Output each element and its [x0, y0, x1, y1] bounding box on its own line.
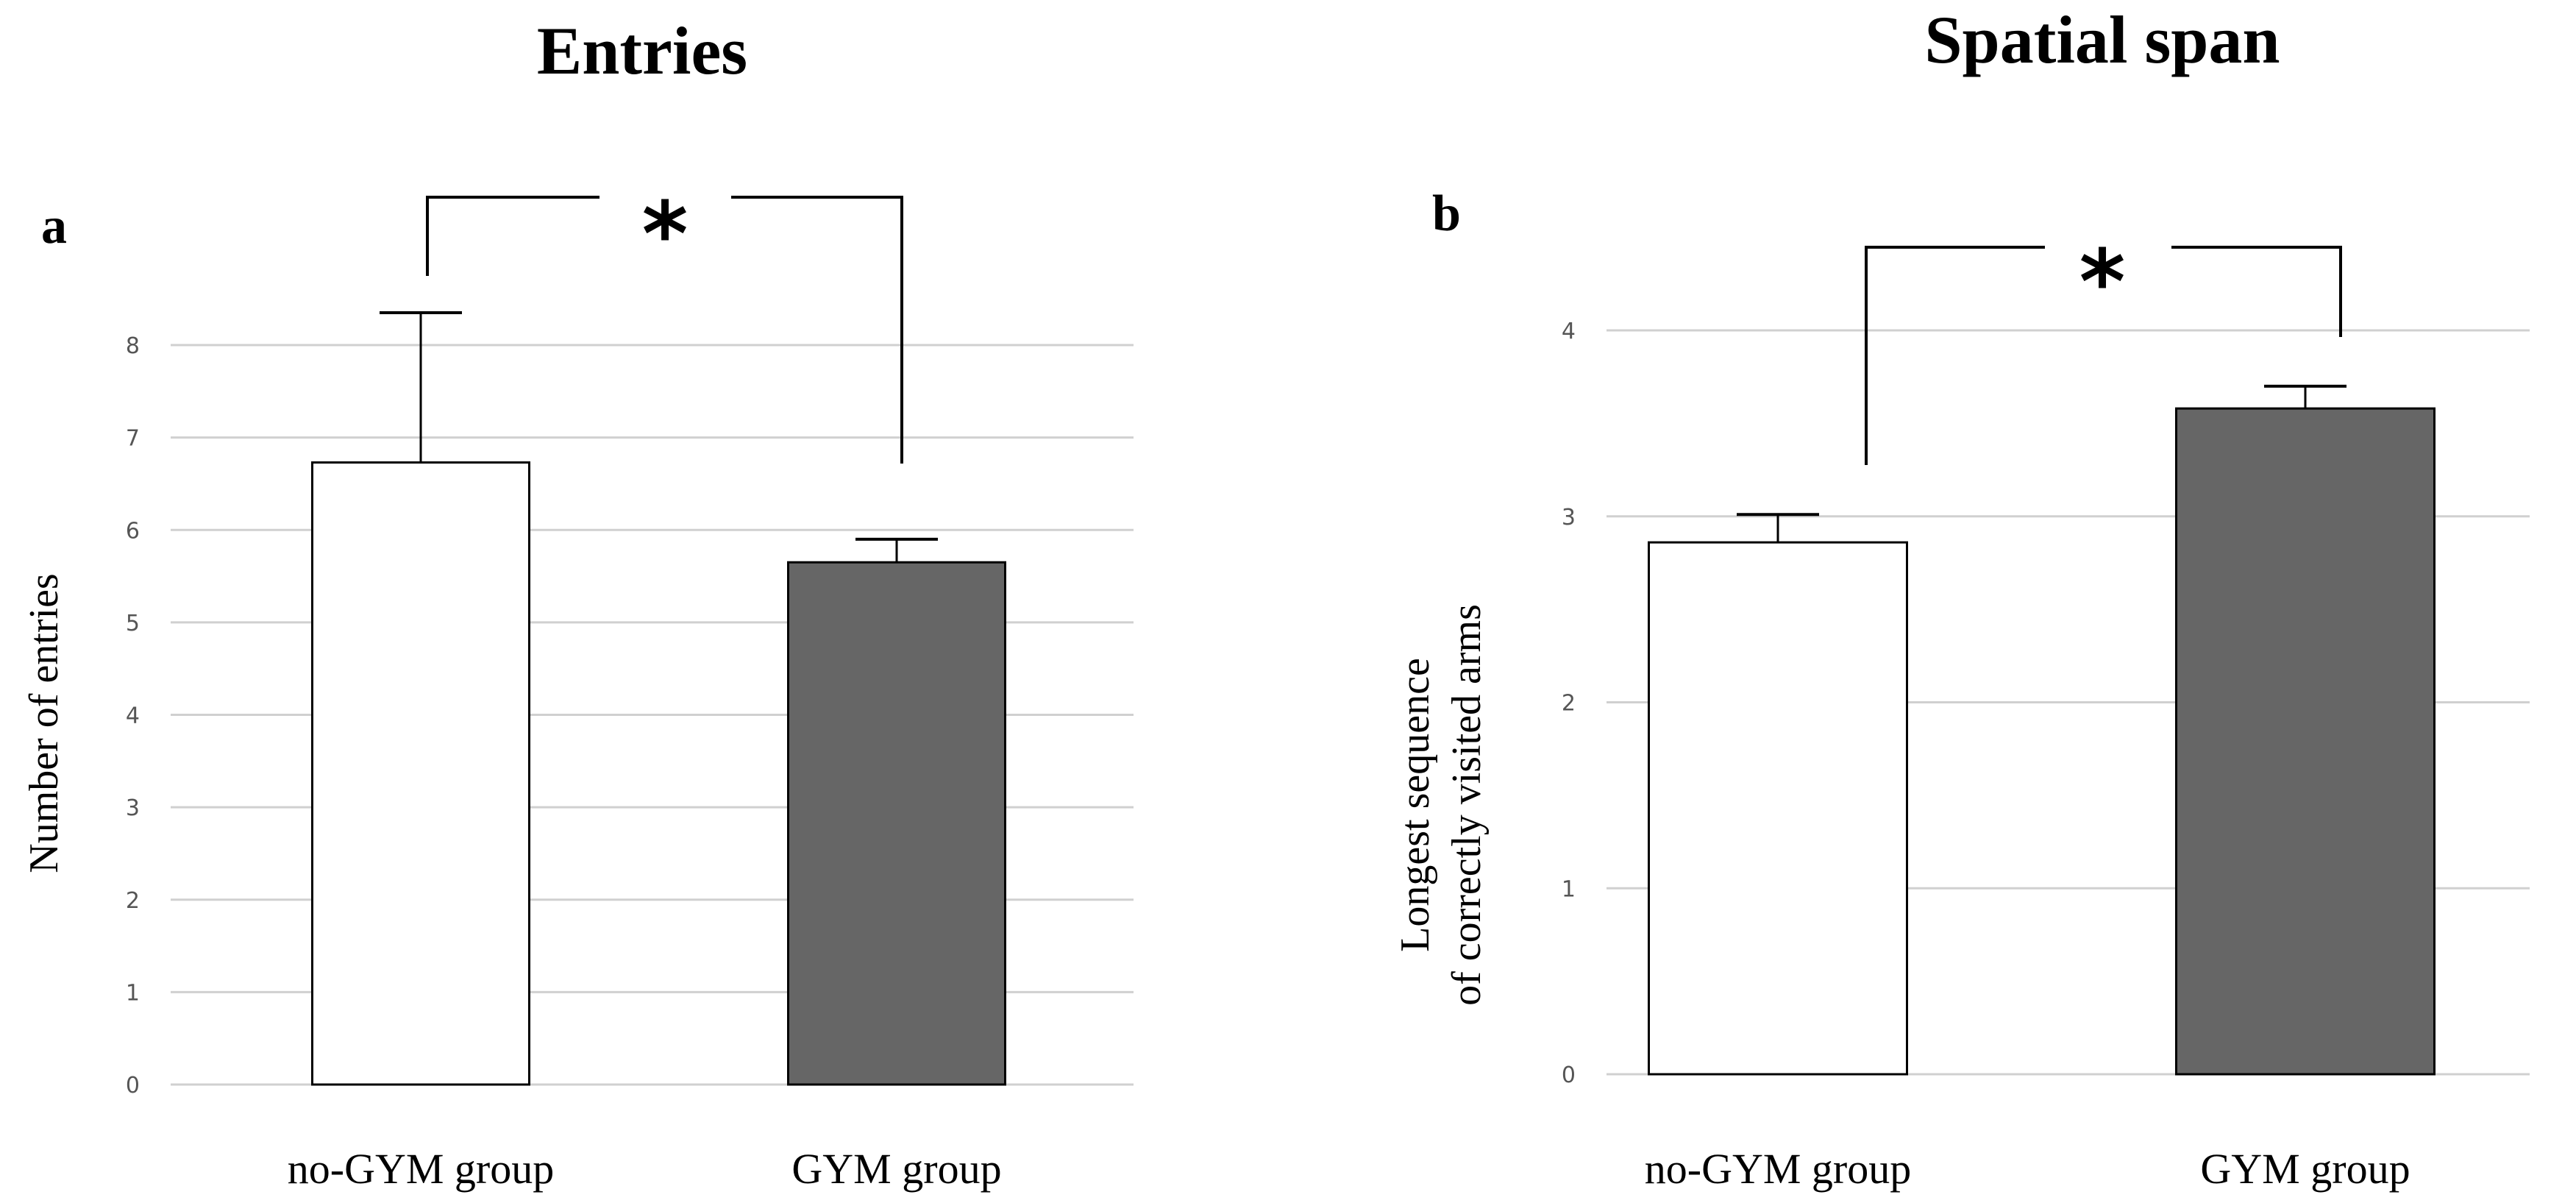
y-tick-label: 1	[126, 980, 140, 1006]
significance-star: *	[2079, 232, 2126, 334]
chart-a-entries: Entries a Number of entries * 0 1 2 3 4 5 6 7 8 n…	[21, 13, 1134, 1193]
x-tick-label: GYM group	[791, 1145, 1001, 1193]
y-axis-label-line2: of correctly visited arms	[1444, 604, 1490, 1006]
chart-title: Spatial span	[1924, 2, 2280, 77]
bar-no-gym	[311, 461, 530, 1086]
bar-gym	[787, 561, 1006, 1086]
bar-gym	[2175, 407, 2436, 1076]
significance-bracket-right	[2171, 246, 2342, 337]
y-tick-label: 3	[126, 795, 140, 821]
significance-bracket-right	[731, 196, 903, 464]
y-tick-label: 0	[126, 1073, 140, 1099]
y-tick-label: 8	[126, 333, 140, 359]
chart-b-spatial-span: Spatial span b Longest sequence of corre…	[1392, 2, 2530, 1193]
panel-label: b	[1432, 185, 1461, 242]
panel-label: a	[41, 198, 67, 255]
y-tick-label: 4	[126, 703, 140, 729]
significance-bracket-left	[426, 196, 599, 276]
x-tick-label: no-GYM group	[1645, 1145, 1911, 1193]
y-tick-label: 5	[126, 611, 140, 636]
y-tick-label: 2	[1562, 691, 1576, 717]
y-tick-label: 7	[126, 426, 140, 452]
significance-star: *	[642, 184, 689, 286]
x-tick-label: GYM group	[2200, 1145, 2410, 1193]
y-axis-label: Number of entries	[21, 573, 67, 873]
y-tick-label: 4	[1562, 319, 1576, 344]
y-tick-label: 1	[1562, 876, 1576, 902]
x-tick-label: no-GYM group	[288, 1145, 554, 1193]
chart-title: Entries	[537, 13, 747, 88]
significance-bracket-left	[1865, 246, 2045, 465]
y-axis-label-line1: Longest sequence	[1392, 658, 1438, 952]
y-tick-label: 6	[126, 518, 140, 544]
y-tick-label: 0	[1562, 1062, 1576, 1088]
y-tick-label: 2	[126, 888, 140, 914]
y-tick-label: 3	[1562, 505, 1576, 530]
bar-no-gym	[1648, 541, 1908, 1076]
